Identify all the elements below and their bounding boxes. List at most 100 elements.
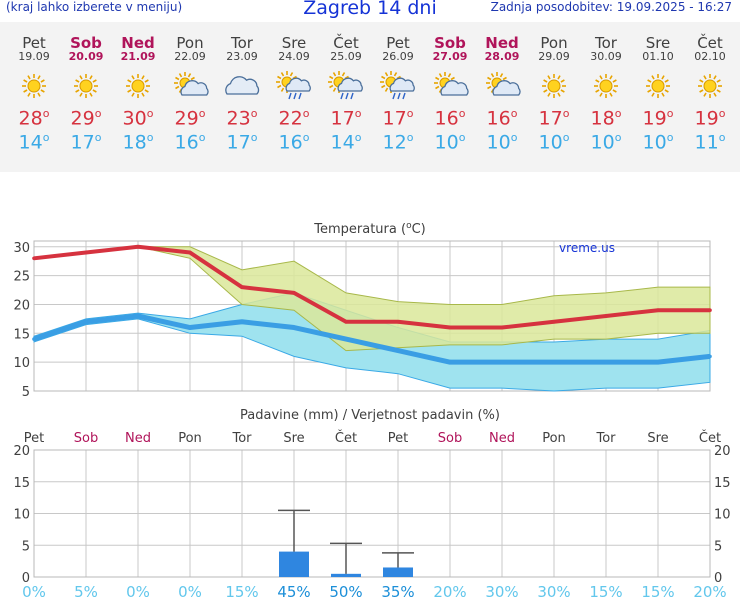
max-temperature-point: [552, 319, 556, 324]
min-temperature-range: [33, 292, 711, 392]
max-temperature-point: [448, 325, 452, 330]
y-tick-label-left: 0: [22, 571, 30, 586]
y-tick-label-right: 20: [714, 444, 731, 459]
day-column: Čet 02.10 19o 11o: [684, 22, 736, 154]
degree-mark: o: [510, 131, 518, 145]
temp-min-value: 10: [486, 131, 511, 154]
degree-mark: o: [666, 131, 674, 145]
precipitation-probability: 0%: [126, 583, 150, 600]
max-temperature-point: [604, 314, 608, 318]
temp-min: 17o: [216, 131, 268, 153]
day-name: Ned: [121, 34, 155, 52]
sun-rain-icon: [380, 71, 415, 100]
day-date: 25.09: [330, 50, 362, 63]
day-column: Sre 01.10 19o 10o: [632, 22, 684, 154]
day-date: 22.09: [174, 50, 206, 63]
day-date: 01.10: [642, 50, 674, 63]
y-tick-label-right: 5: [714, 539, 722, 554]
y-tick-label: 30: [13, 241, 30, 256]
precipitation-bar: [331, 573, 361, 577]
precip-day-label: Tor: [231, 431, 252, 446]
degree-mark: o: [718, 131, 726, 145]
day-date: 19.09: [18, 50, 50, 63]
precipitation-probability: 20%: [433, 583, 466, 600]
location-menu-hint[interactable]: (kraj lahko izberete v meniju): [6, 0, 183, 14]
day-column: Čet 25.09 17o 14o: [320, 22, 372, 154]
precip-day-label: Pet: [24, 431, 44, 446]
precip-day-label: Čet: [699, 430, 721, 446]
day-name: Sob: [70, 34, 102, 52]
precip-day-label: Tor: [595, 431, 616, 446]
temp-min-value: 12: [382, 131, 407, 154]
day-column: Pet 26.09 17o 12o: [372, 22, 424, 154]
temperature-chart-title: Temperatura (oC): [313, 221, 425, 237]
temp-max-value: 19: [642, 107, 667, 130]
page-title: Zagreb 14 dni: [303, 0, 437, 19]
max-temperature-point: [84, 250, 88, 255]
sunny-icon: [74, 74, 98, 98]
day-column: Sob 20.09 29o 17o: [60, 22, 112, 154]
temp-max: 23o: [216, 107, 268, 129]
max-temperature-point: [396, 319, 400, 324]
day-name: Pet: [386, 34, 410, 52]
temp-min-value: 14: [18, 131, 43, 154]
y-tick-label: 20: [13, 298, 30, 313]
day-column: Ned 28.09 16o 10o: [476, 22, 528, 154]
day-column: Ned 21.09 30o 18o: [112, 22, 164, 154]
degree-mark: o: [198, 131, 206, 145]
day-date: 20.09: [68, 50, 104, 63]
y-tick-label: 10: [13, 356, 30, 371]
min-temperature-point: [448, 360, 452, 364]
day-name: Pet: [22, 34, 46, 52]
temp-max: 18o: [580, 107, 632, 129]
temp-max: 19o: [684, 107, 736, 129]
precipitation-probability: 0%: [178, 583, 202, 600]
temp-max-value: 17: [382, 107, 407, 130]
header-bar: (kraj lahko izberete v meniju) Zagreb 14…: [0, 0, 740, 22]
temp-max-value: 23: [226, 107, 251, 130]
degree-mark: o: [614, 107, 622, 120]
day-date: 30.09: [590, 50, 622, 63]
degree-mark: o: [562, 131, 570, 145]
precipitation-chart-title: Padavine (mm) / Verjetnost padavin (%): [240, 408, 500, 423]
sun-rain-icon: [276, 71, 311, 100]
max-temperature-line: [33, 244, 710, 330]
day-date: 28.09: [484, 50, 520, 63]
day-name: Sre: [281, 34, 307, 52]
temp-min: 16o: [268, 131, 320, 153]
precipitation-probability: 15%: [589, 583, 622, 600]
precip-day-label: Pon: [542, 431, 566, 446]
degree-mark: o: [146, 107, 154, 120]
temp-max: 29o: [164, 107, 216, 129]
partly-cloudy-icon: [486, 72, 521, 96]
y-tick-label: 25: [13, 270, 30, 285]
precipitation-probability: 5%: [74, 583, 98, 600]
max-temperature-point: [656, 308, 660, 313]
min-temperature-line: [33, 313, 711, 365]
degree-mark: o: [302, 131, 310, 145]
min-temperature-point: [240, 319, 244, 324]
y-tick-label: 15: [13, 327, 30, 342]
temp-max-value: 29: [70, 107, 95, 130]
day-column: Pet 19.09 28o 14o: [8, 22, 60, 154]
cloudy-icon: [225, 76, 260, 95]
precip-day-label: Čet: [335, 430, 357, 446]
temp-min: 10o: [580, 131, 632, 153]
precip-day-label: Sre: [283, 431, 304, 446]
day-date: 26.09: [382, 50, 414, 63]
title-degree: o: [406, 221, 412, 231]
y-tick-label-right: 15: [714, 476, 731, 491]
precip-day-label: Sre: [647, 431, 668, 446]
sunny-icon: [594, 74, 618, 98]
temp-max: 30o: [112, 107, 164, 129]
day-name: Sob: [434, 34, 466, 52]
day-date: 23.09: [226, 50, 258, 63]
degree-mark: o: [94, 131, 102, 145]
precipitation-probability: 30%: [485, 583, 518, 600]
sunny-icon: [126, 74, 150, 98]
temp-min: 14o: [8, 131, 60, 153]
precipitation-bar: [383, 567, 413, 577]
day-name: Tor: [595, 34, 617, 52]
min-temperature-point: [188, 325, 192, 330]
y-tick-label-left: 15: [13, 476, 30, 491]
